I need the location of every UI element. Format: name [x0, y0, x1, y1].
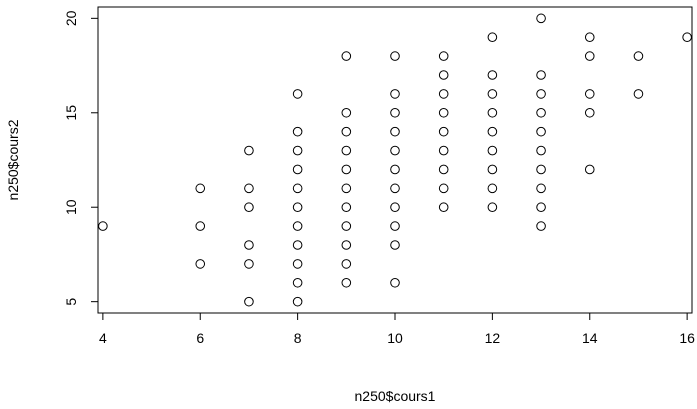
data-point [390, 89, 400, 99]
data-point [292, 221, 303, 231]
data-point [536, 126, 546, 137]
data-point [536, 183, 546, 194]
data-point [292, 145, 303, 156]
data-point [487, 126, 498, 137]
data-point [487, 70, 498, 80]
data-point [438, 164, 449, 175]
y-tick-label: 5 [63, 298, 79, 306]
data-point [438, 126, 449, 137]
data-point [584, 32, 595, 43]
data-point [682, 32, 692, 43]
x-tick-label: 12 [485, 330, 501, 346]
data-point [487, 202, 498, 213]
data-point [292, 126, 303, 137]
y-axis-title: n250$cours2 [5, 119, 21, 200]
data-point [536, 202, 546, 213]
data-point [292, 183, 303, 194]
data-point [487, 32, 498, 43]
x-axis-title: n250$cours1 [355, 388, 436, 404]
data-point [584, 89, 595, 99]
data-point [390, 145, 400, 156]
data-point [487, 89, 498, 99]
data-point [584, 164, 595, 175]
data-point [633, 89, 644, 99]
data-point [244, 296, 254, 307]
data-point [341, 259, 352, 269]
x-tick-label: 10 [387, 330, 403, 346]
data-point [536, 221, 546, 231]
x-tick-label: 4 [99, 330, 107, 346]
data-point [390, 240, 400, 250]
data-point [584, 107, 595, 118]
data-point [536, 164, 546, 175]
data-point [341, 240, 352, 250]
x-tick-label: 8 [294, 330, 302, 346]
y-axis: 5 10 15 20 [63, 10, 99, 306]
data-point [487, 183, 498, 194]
data-point [292, 277, 303, 288]
data-point [487, 145, 498, 156]
data-point [292, 89, 303, 99]
data-point [438, 202, 449, 213]
data-point [536, 70, 546, 80]
data-point [341, 202, 352, 213]
data-point [390, 221, 400, 231]
data-point [487, 164, 498, 175]
data-point [195, 259, 206, 269]
data-point [390, 277, 400, 288]
data-point [390, 202, 400, 213]
data-point [292, 202, 303, 213]
data-point [584, 51, 595, 61]
data-point [438, 51, 449, 61]
data-point [341, 51, 352, 61]
data-point [536, 89, 546, 99]
data-point [438, 89, 449, 99]
data-point [341, 183, 352, 194]
data-point [438, 70, 449, 80]
data-point [438, 145, 449, 156]
data-point [536, 13, 546, 24]
y-tick-label: 10 [63, 199, 79, 215]
data-point [341, 164, 352, 175]
data-point [244, 145, 254, 156]
plot-box [97, 6, 693, 314]
data-point [341, 145, 352, 156]
data-point [536, 145, 546, 156]
data-point [438, 183, 449, 194]
x-axis: 4 6 8 10 12 14 16 [99, 312, 695, 346]
data-point [244, 240, 254, 250]
x-tick-label: 14 [582, 330, 598, 346]
data-point [292, 259, 303, 269]
data-point [98, 221, 108, 231]
data-point [244, 202, 254, 213]
x-tick-label: 6 [196, 330, 204, 346]
data-point [244, 259, 254, 269]
data-point [195, 221, 206, 231]
data-point [633, 51, 644, 61]
data-point [292, 296, 303, 307]
data-point [487, 107, 498, 118]
data-point [292, 164, 303, 175]
data-point [390, 51, 400, 61]
y-tick-label: 20 [63, 10, 79, 26]
data-point [195, 183, 206, 194]
y-tick-label: 15 [63, 105, 79, 121]
data-points [98, 13, 692, 307]
data-point [341, 126, 352, 137]
data-point [341, 277, 352, 288]
data-point [390, 164, 400, 175]
data-point [536, 107, 546, 118]
data-point [341, 221, 352, 231]
data-point [341, 107, 352, 118]
data-point [244, 183, 254, 194]
data-point [390, 183, 400, 194]
data-point [438, 107, 449, 118]
data-point [390, 126, 400, 137]
x-tick-label: 16 [679, 330, 695, 346]
data-point [292, 240, 303, 250]
data-point [390, 107, 400, 118]
